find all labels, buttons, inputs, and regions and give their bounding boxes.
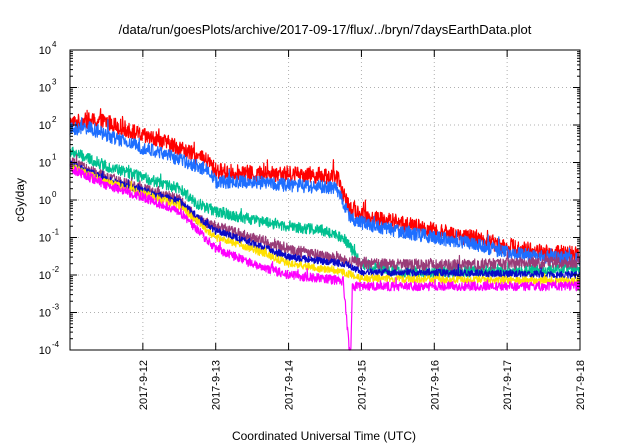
y-tick-label-exponent: 3 xyxy=(52,78,57,87)
y-tick-label-exponent: -1 xyxy=(52,228,60,237)
series-line xyxy=(69,108,581,264)
y-tick-label: 10 xyxy=(39,270,51,282)
x-tick-label: 2017-9-13 xyxy=(211,360,223,410)
y-tick-label: 10 xyxy=(39,195,51,207)
x-tick-label: 2017-9-14 xyxy=(284,360,296,410)
y-tick-label: 10 xyxy=(39,120,51,132)
y-tick-label-exponent: 4 xyxy=(52,40,57,49)
y-tick-label-exponent: 1 xyxy=(52,153,57,162)
y-tick-label: 10 xyxy=(39,233,51,245)
series-line xyxy=(69,163,581,351)
chart-title: /data/run/goesPlots/archive/2017-09-17/f… xyxy=(119,22,532,37)
series-layer xyxy=(69,108,581,351)
y-tick-label-exponent: 2 xyxy=(52,115,57,124)
x-tick-label: 2017-9-16 xyxy=(429,360,441,410)
y-tick-label: 10 xyxy=(39,345,51,357)
x-axis-label: Coordinated Universal Time (UTC) xyxy=(232,429,416,443)
series-line xyxy=(69,117,581,267)
x-tick-label: 2017-9-17 xyxy=(502,360,514,410)
y-tick-label-exponent: 0 xyxy=(52,190,57,199)
x-tick-label: 2017-9-15 xyxy=(356,360,368,410)
y-tick-label: 10 xyxy=(39,45,51,57)
x-tick-label: 2017-9-12 xyxy=(138,360,150,410)
y-tick-label-exponent: -3 xyxy=(52,303,60,312)
y-axis-label: cGy/day xyxy=(13,178,27,222)
x-tick-label: 2017-9-18 xyxy=(575,360,587,410)
y-tick-label: 10 xyxy=(39,308,51,320)
y-tick-label-exponent: -2 xyxy=(52,265,60,274)
y-tick-label: 10 xyxy=(39,83,51,95)
y-tick-label-exponent: -4 xyxy=(52,340,60,349)
series-line xyxy=(69,163,581,285)
y-tick-label: 10 xyxy=(39,158,51,170)
series-line xyxy=(69,154,581,272)
series-line xyxy=(69,160,581,280)
tick-layer: 10-410-310-210-11001011021031042017-9-12… xyxy=(39,40,587,410)
